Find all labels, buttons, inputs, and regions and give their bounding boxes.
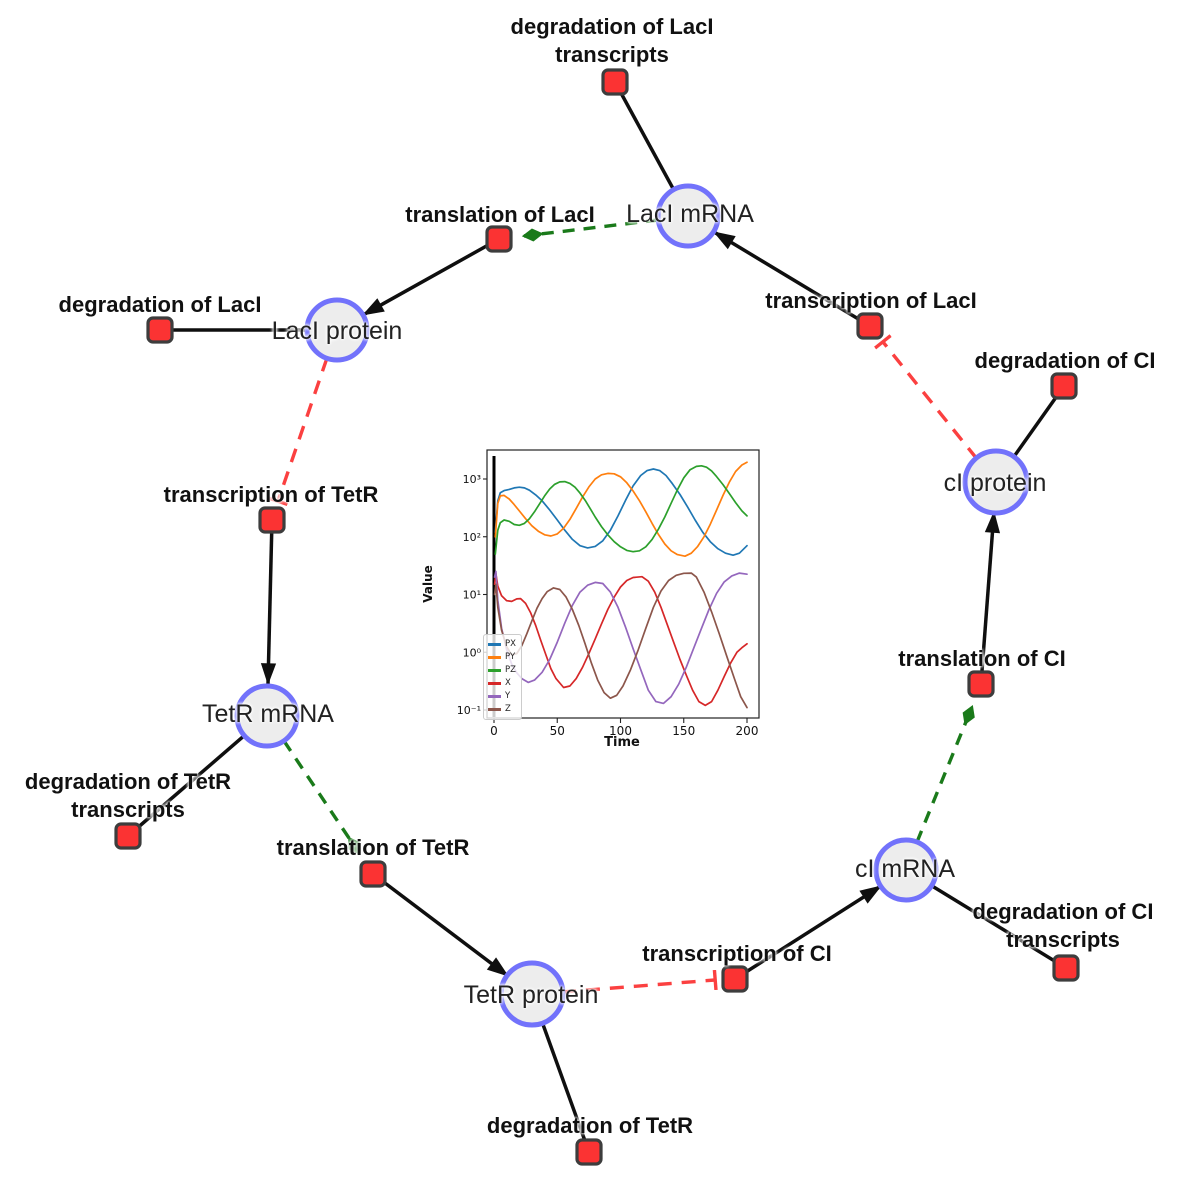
species-node-tetr-protein[interactable] <box>498 960 566 1028</box>
series-X <box>493 572 748 707</box>
series-Y <box>493 570 748 705</box>
legend-label-Z: Z <box>505 704 511 714</box>
tick-label: 10² <box>463 531 481 544</box>
tick-label: 10¹ <box>463 589 481 602</box>
x-axis-title: Time <box>604 735 640 750</box>
species-node-laci-protein[interactable] <box>304 297 370 363</box>
edge-tetrmrna-modifies-translation <box>282 740 361 855</box>
reaction-node-degradation-ci-transcripts[interactable] <box>1052 954 1080 982</box>
tick-label: 10⁻¹ <box>457 704 481 717</box>
edge-transcription-ci-arrow <box>734 884 882 981</box>
label-ci-mrna: cI mRNA <box>855 855 955 883</box>
chart-plot-area: 0 50 100 150 200 10³ 10² 10¹ 10⁰ 10⁻¹ <box>457 449 760 738</box>
reaction-node-translation-laci[interactable] <box>485 225 513 253</box>
legend-swatch-PX <box>488 643 501 646</box>
reaction-node-translation-tetr[interactable] <box>359 860 387 888</box>
tick-label: 100 <box>609 724 632 738</box>
chart-ticks: 0 50 100 150 200 10³ 10² 10¹ 10⁰ 10⁻¹ <box>457 473 759 738</box>
label-translation-ci: translation of CI <box>898 646 1066 671</box>
species-node-tetr-mrna[interactable] <box>234 683 300 749</box>
legend-entry-PZ: PZ <box>488 664 516 677</box>
label-degradation-ci-transcripts: degradation of CI transcripts <box>972 899 1154 952</box>
legend-label-PZ: PZ <box>505 665 516 675</box>
production-edges <box>260 230 1001 981</box>
modifier-edges <box>282 218 975 855</box>
reaction-node-degradation-laci[interactable] <box>146 316 174 344</box>
legend-entry-PX: PX <box>488 638 516 651</box>
label-transcription-ci: transcription of CI <box>642 941 832 966</box>
series-PZ <box>494 464 748 555</box>
reaction-node-transcription-ci[interactable] <box>721 965 749 993</box>
edge-translation-laci-arrow <box>362 237 500 317</box>
reaction-node-degradation-ci[interactable] <box>1050 372 1078 400</box>
timeseries-inset-chart: 0 50 100 150 200 10³ 10² 10¹ 10⁰ 10⁻¹ Time Value … <box>420 438 785 768</box>
label-degradation-laci: degradation of LacI <box>58 292 262 317</box>
edge-lacimrna-modifies-translation <box>521 218 659 242</box>
edge-laciprotein-inhibits-tetr <box>267 357 329 507</box>
species-node-ci-mrna[interactable] <box>873 837 939 903</box>
label-degradation-laci-transcripts: degradation of LacI transcripts <box>510 14 714 67</box>
legend-label-PY: PY <box>505 652 516 662</box>
reaction-node-transcription-laci[interactable] <box>856 312 884 340</box>
label-transcription-laci: transcription of LacI <box>765 288 977 313</box>
series-Z <box>493 572 748 709</box>
label-laci-mrna: LacI mRNA <box>626 200 754 228</box>
edge-transcription-laci-arrow <box>713 230 871 328</box>
label-translation-tetr: translation of TetR <box>276 835 470 860</box>
tick-label: 150 <box>672 724 695 738</box>
species-nodes <box>234 183 1030 1028</box>
tick-label: 0 <box>490 724 498 738</box>
tick-label: 200 <box>736 724 759 738</box>
reaction-node-transcription-tetr[interactable] <box>258 506 286 534</box>
label-tetr-mrna: TetR mRNA <box>202 700 334 728</box>
label-degradation-tetr: degradation of TetR <box>486 1113 694 1138</box>
edge-transcription-tetr-arrow <box>260 519 277 686</box>
legend-label-X: X <box>505 678 511 688</box>
label-transcription-tetr: transcription of TetR <box>163 482 379 507</box>
legend-entry-PY: PY <box>488 651 516 664</box>
label-ci-protein: cI protein <box>943 469 1047 497</box>
reaction-node-degradation-tetr[interactable] <box>575 1138 603 1166</box>
edge-ciprotein-inhibits-laci <box>874 334 979 461</box>
tick-label: 10⁰ <box>463 646 482 659</box>
legend-swatch-Y <box>488 695 501 698</box>
legend-label-Y: Y <box>505 691 511 701</box>
legend-swatch-X <box>488 682 501 685</box>
y-axis-title: Value <box>421 565 435 603</box>
series-PX <box>494 468 748 557</box>
chart-curves <box>493 461 748 709</box>
edge-translation-tetr-arrow <box>371 872 510 978</box>
edge-translation-ci-arrow <box>979 510 1001 685</box>
label-laci-protein: LacI protein <box>271 317 403 345</box>
legend-label-PX: PX <box>505 639 516 649</box>
species-node-ci-protein[interactable] <box>962 448 1030 516</box>
legend-entry-X: X <box>488 677 516 690</box>
reaction-node-degradation-tetr-transcripts[interactable] <box>114 822 142 850</box>
axes-box <box>486 449 760 719</box>
series-PY <box>494 461 748 558</box>
label-degradation-tetr-transcripts: degradation of TetR transcripts <box>24 769 232 822</box>
tick-label: 50 <box>550 724 565 738</box>
legend-swatch-PZ <box>488 669 501 672</box>
reaction-node-degradation-laci-transcripts[interactable] <box>601 68 629 96</box>
legend-entry-Z: Z <box>488 703 516 716</box>
label-degradation-ci: degradation of CI <box>974 348 1156 373</box>
label-translation-laci: translation of LacI <box>405 202 595 227</box>
edge-cimrna-modifies-translation <box>915 704 975 843</box>
legend-swatch-PY <box>488 656 501 659</box>
reaction-node-translation-ci[interactable] <box>967 670 995 698</box>
tick-label: 10³ <box>463 473 481 486</box>
label-tetr-protein: TetR protein <box>463 981 599 1009</box>
inhibition-edges <box>267 334 979 994</box>
species-node-laci-mrna[interactable] <box>655 183 721 249</box>
reaction-nodes <box>114 68 1080 1166</box>
edge-tetrprotein-inhibits-ci <box>561 969 718 994</box>
legend-swatch-Z <box>488 708 501 711</box>
chart-legend: PX PY PZ X Y Z <box>483 634 522 720</box>
legend-entry-Y: Y <box>488 690 516 703</box>
